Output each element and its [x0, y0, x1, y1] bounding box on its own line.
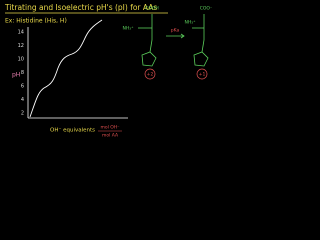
y-tick-label: 14 [18, 30, 24, 36]
title: Titrating and Isoelectric pH's (pI) for … [4, 3, 157, 12]
structure-left [138, 14, 157, 67]
y-ticks: 14 12 10 8 6 4 2 [18, 30, 24, 117]
x-label: OH⁻ equivalents [50, 128, 95, 134]
right-top: COO⁻ [200, 6, 213, 12]
example: Ex: Histidine (His, H) [5, 18, 67, 25]
y-tick-label: 10 [18, 57, 24, 63]
left-amine: NH₃⁺ [123, 26, 135, 32]
left-charge-circle [144, 68, 156, 80]
left-charge: +2 [147, 72, 154, 78]
left-top: COOH [145, 6, 159, 12]
y-tick-label: 8 [21, 70, 24, 76]
y-tick-label: 4 [21, 97, 24, 103]
arrow-label: pKa [171, 28, 180, 34]
y-tick-label: 6 [21, 84, 24, 90]
board: Titrating and Isoelectric pH's (pI) for … [0, 0, 320, 180]
right-amine: NH₃⁺ [185, 20, 197, 26]
y-tick-label: 12 [18, 43, 24, 49]
titration-curve [29, 19, 103, 118]
x-unit-top: mol OH⁻ [100, 125, 120, 131]
background [0, 0, 320, 180]
x-unit-bottom: mol AA [102, 133, 119, 139]
right-charge: +1 [199, 72, 206, 78]
right-charge-circle [196, 68, 208, 80]
y-label: pH [12, 72, 20, 79]
structure-right [192, 14, 209, 67]
y-tick-label: 2 [21, 111, 24, 117]
arrow-head [180, 33, 185, 39]
